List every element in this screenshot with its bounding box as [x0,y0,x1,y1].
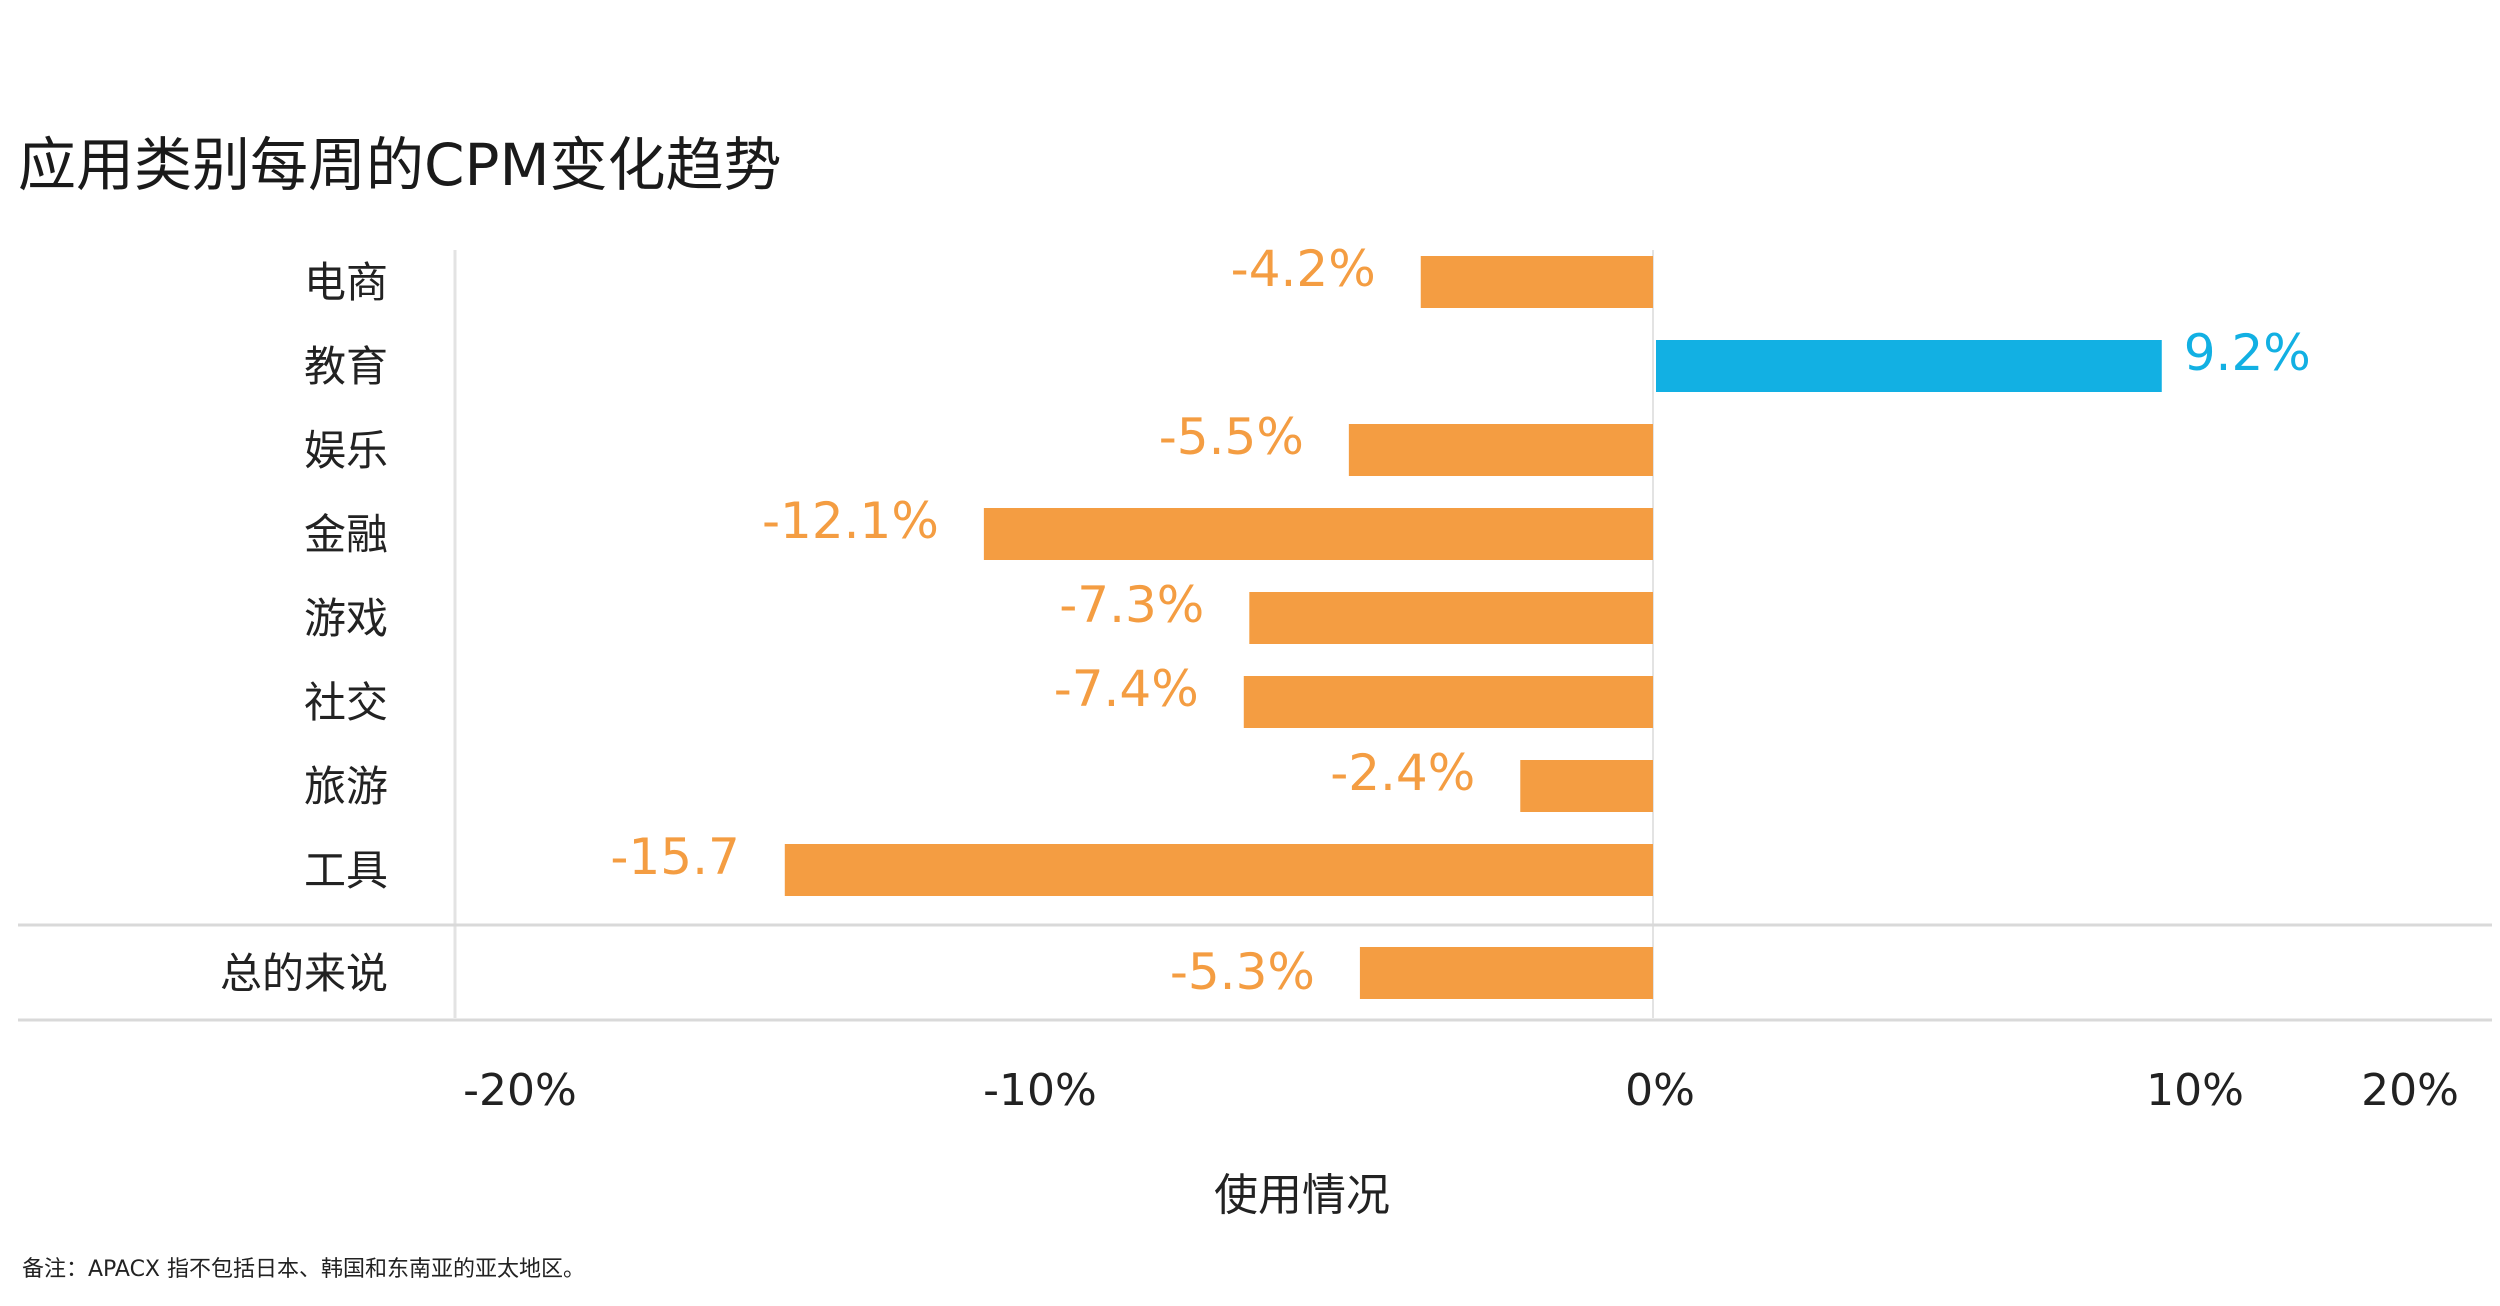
bar [1420,256,1653,308]
footnote: 备注：APACX 指不包括日本、韩国和东南亚的亚太地区。 [22,1257,585,1282]
value-label: -5.5% [1159,408,1304,466]
value-label: 9.2% [2184,324,2311,382]
bar [784,844,1653,896]
bars [784,256,2162,999]
bar [1348,424,1653,476]
category-label: 金融 [304,510,388,559]
bar-total [1359,947,1653,999]
chart-title: 应用类别每周的CPM变化趋势 [18,131,782,199]
category-label-total: 总的来说 [220,949,388,998]
x-axis-title: 使用情况 [1214,1170,1390,1221]
category-label: 游戏 [304,594,388,643]
value-label: -7.3% [1059,576,1204,634]
value-label: -2.4% [1330,744,1475,802]
value-label: -7.4% [1054,660,1199,718]
bar [1249,592,1653,644]
value-label: -12.1% [762,492,939,550]
bar [1243,676,1653,728]
bar [1520,760,1653,812]
category-label: 娱乐 [304,426,388,475]
chart-frame [18,250,2492,1022]
x-tick-label: 0% [1625,1065,1695,1116]
bar [983,508,1653,560]
value-label-total: -5.3% [1170,943,1315,1001]
value-labels: -4.2% 9.2% -5.5% -12.1% -7.3% -7.4% -2.4% -15.7… [610,240,2310,1001]
x-tick-label: -10% [983,1065,1097,1116]
category-label: 工具 [304,846,388,895]
category-label: 教育 [304,342,388,391]
value-label: -4.2% [1231,240,1376,298]
x-tick-label: -20% [463,1065,577,1116]
x-axis-ticks: -20% -10% 0% 10% 20% [463,1065,2459,1116]
category-label: 社交 [304,678,388,727]
bar [1656,340,2162,392]
category-label: 电商 [304,258,388,307]
category-label: 旅游 [304,762,388,811]
x-tick-label: 10% [2146,1065,2244,1116]
value-label: -15.7 [610,828,739,886]
x-tick-label: 20% [2361,1065,2459,1116]
